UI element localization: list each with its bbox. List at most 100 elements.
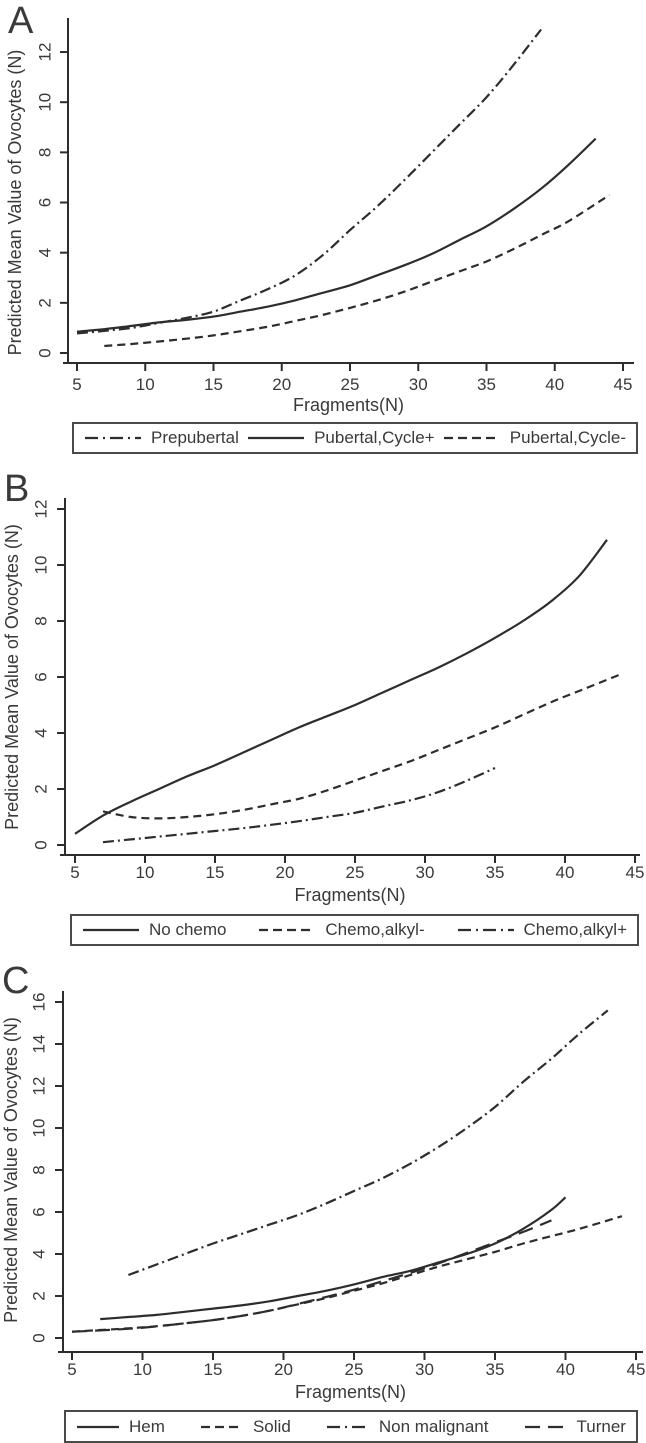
legend-label: Pubertal,Cycle- [509, 428, 626, 447]
x-tick-label: 15 [204, 375, 223, 394]
x-tick-label: 25 [345, 1360, 364, 1379]
y-axis-title: Predicted Mean Value of Ovocytes (N) [1, 1017, 21, 1323]
x-tick-label: 10 [136, 375, 155, 394]
x-axis-title: Fragments(N) [294, 885, 405, 905]
panel-letter-B: B [4, 468, 30, 510]
y-tick-label: 10 [31, 556, 50, 575]
y-tick-label: 4 [31, 728, 50, 737]
y-tick-label: 10 [35, 93, 54, 112]
series-solid [71, 1215, 623, 1333]
legend-label: Non malignant [378, 1416, 489, 1436]
y-tick-label: 10 [29, 1119, 48, 1138]
y-axis-title: Predicted Mean Value of Ovocytes (N) [5, 50, 25, 356]
y-tick-label: 12 [35, 43, 54, 62]
x-tick-label: 25 [346, 863, 365, 882]
legend-panel-B: No chemo Chemo,alkyl- Chemo,alkyl+ [70, 914, 639, 946]
legend-item-pubertal-cycle-: Pubertal,Cycle+ [247, 428, 435, 448]
x-tick-label: 15 [206, 863, 225, 882]
legend-line-sample-dash-icon [259, 928, 316, 932]
y-tick-label: 16 [29, 993, 48, 1012]
y-tick-label: 0 [29, 1333, 48, 1342]
legend-label: Chemo,alkyl+ [523, 920, 627, 939]
chart-panel-B: 0 2 4 6 8 10 12 5 10 15 20 25 30 35 40 45 Predicted Mean… [2, 498, 645, 905]
series-hem [100, 1196, 567, 1321]
x-tick-label: 40 [556, 1360, 575, 1379]
y-tick-label: 0 [35, 348, 54, 357]
legend-line-sample-dashdot-icon [85, 436, 141, 440]
legend-panel-A: Prepubertal Pubertal,Cycle+ Pubertal,Cycle… [72, 422, 638, 454]
y-tick-label: 0 [31, 840, 50, 849]
legend-line-sample-solid-icon [248, 436, 305, 440]
legend-line-sample-dash-icon [443, 436, 500, 440]
y-tick-label: 12 [31, 500, 50, 519]
legend-line-sample-solid-icon [77, 1425, 119, 1428]
y-tick-label: 6 [31, 672, 50, 681]
legend-label: Pubertal,Cycle+ [314, 428, 435, 447]
x-tick-label: 5 [70, 863, 79, 882]
series-turner [71, 1219, 552, 1333]
y-tick-label: 14 [29, 1035, 48, 1054]
x-tick-label: 25 [341, 375, 360, 394]
legend-item-pubertal-cycle-: Pubertal,Cycle- [443, 428, 626, 448]
x-tick-label: 30 [409, 375, 428, 394]
legend-item-hem: Hem [76, 1417, 165, 1437]
legend-item-turner: Turner [524, 1417, 626, 1437]
y-tick-label: 2 [35, 298, 54, 307]
x-tick-label: 30 [416, 863, 435, 882]
x-tick-label: 5 [72, 375, 81, 394]
y-tick-label: 6 [35, 198, 54, 207]
legend-line-sample-dashdot-icon [326, 1425, 369, 1428]
x-tick-label: 30 [415, 1360, 434, 1379]
legend-label: Solid [252, 1416, 291, 1436]
series-pubertal-cycle- [104, 194, 610, 348]
legend-label: No chemo [149, 920, 227, 939]
y-tick-label: 8 [29, 1165, 48, 1174]
x-tick-label: 5 [67, 1360, 76, 1379]
y-tick-label: 4 [35, 248, 54, 257]
series-no-chemo [74, 539, 608, 835]
series-pubertal-cycle- [76, 137, 597, 333]
y-axis-title: Predicted Mean Value of Ovocytes (N) [2, 524, 22, 830]
chart-panel-C: 0 2 4 6 8 10 12 14 16 5 10 15 20 25 30 35 40 45 Predicted … [1, 991, 646, 1402]
legend-item-chemo-alkyl-: Chemo,alkyl+ [457, 920, 627, 940]
x-tick-label: 45 [626, 863, 645, 882]
series-chemo-alkyl- [102, 766, 496, 844]
legend-item-non-malignant: Non malignant [326, 1416, 489, 1437]
panel-letter-C: C [2, 960, 30, 1002]
chart-panel-A: 0 2 4 6 8 10 12 5 10 15 20 25 30 35 40 45 Predicted Mean… [5, 18, 634, 415]
y-tick-label: 8 [35, 148, 54, 157]
y-tick-label: 2 [31, 784, 50, 793]
x-tick-label: 45 [614, 375, 633, 394]
x-axis-title: Fragments(N) [295, 1382, 406, 1402]
x-tick-label: 40 [545, 375, 564, 394]
x-tick-label: 35 [486, 863, 505, 882]
legend-label: Chemo,alkyl- [325, 920, 425, 939]
legend-line-sample-dashdot-icon [457, 928, 514, 932]
legend-line-sample-dash-icon [200, 1425, 243, 1428]
y-tick-label: 4 [29, 1249, 48, 1258]
x-tick-label: 20 [274, 1360, 293, 1379]
legend-item-no-chemo: No chemo [82, 920, 226, 940]
series-prepubertal [76, 28, 542, 335]
legend-line-sample-longdash-icon [524, 1425, 567, 1428]
x-tick-label: 10 [136, 863, 155, 882]
x-tick-label: 35 [477, 375, 496, 394]
legend-line-sample-solid-icon [83, 928, 139, 932]
y-tick-label: 8 [31, 616, 50, 625]
legend-item-solid: Solid [200, 1417, 291, 1437]
series-non-malignant [128, 1009, 609, 1277]
legend-item-chemo-alkyl-: Chemo,alkyl- [258, 920, 425, 940]
series-chemo-alkyl- [102, 673, 622, 820]
y-tick-label: 12 [29, 1077, 48, 1096]
legend-item-prepubertal: Prepubertal [84, 428, 239, 448]
legend-label: Hem [129, 1416, 165, 1436]
x-axis-title: Fragments(N) [293, 395, 404, 415]
x-tick-label: 45 [627, 1360, 646, 1379]
y-tick-label: 2 [29, 1291, 48, 1300]
legend-label: Turner [576, 1416, 626, 1436]
x-tick-label: 20 [272, 375, 291, 394]
x-tick-label: 10 [133, 1360, 152, 1379]
y-tick-label: 6 [29, 1207, 48, 1216]
legend-label: Prepubertal [151, 428, 239, 447]
